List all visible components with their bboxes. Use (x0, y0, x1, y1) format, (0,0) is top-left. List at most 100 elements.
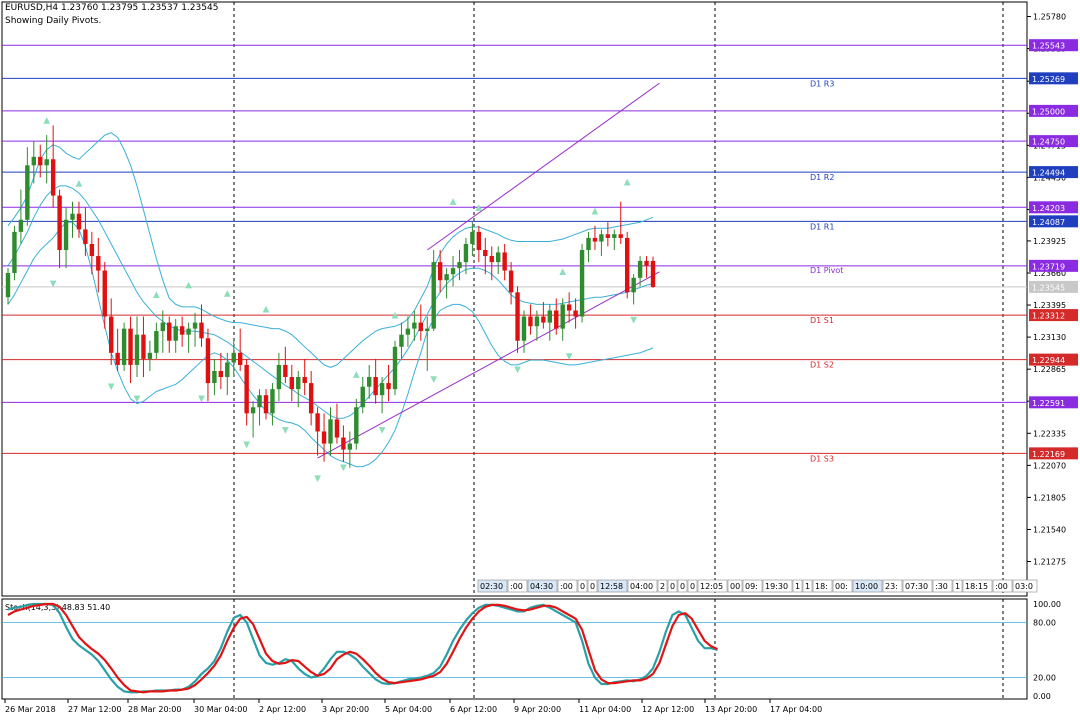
candle-body (425, 328, 430, 332)
candle-body (225, 362, 230, 378)
fractal-down-icon (430, 376, 437, 383)
candle-body (238, 352, 243, 365)
fractal-up-icon (449, 198, 457, 205)
time-scale-cell (1012, 579, 1038, 593)
time-scale-cell (802, 579, 813, 593)
fractal-down-icon (49, 280, 57, 288)
time-scale-label: 10:00 (855, 582, 878, 591)
time-scale-cell (882, 579, 903, 593)
pivot-level-label: D1 S1 (810, 316, 834, 325)
candle-body (212, 370, 217, 384)
time-scale-label: 00 (730, 582, 740, 591)
fractal-up-icon (559, 268, 566, 275)
candle-body (109, 316, 114, 353)
candle-body (367, 377, 372, 387)
fractal-up-icon (75, 180, 83, 187)
candle-body (5, 272, 11, 298)
bollinger-lower-line (7, 221, 654, 468)
time-scale-label: 0 (590, 582, 595, 591)
y-tick-label: 1.25780 (1033, 13, 1066, 22)
current-price-tag-label: 1.23545 (1032, 283, 1065, 292)
fractal-down-icon (514, 366, 521, 374)
candle-body (12, 231, 17, 273)
time-scale-label: :00 (560, 582, 573, 591)
candle-body (250, 407, 256, 414)
y-tick-label: 1.23130 (1033, 333, 1066, 342)
candle-body (270, 389, 275, 414)
time-scale-label: 00: (835, 582, 848, 591)
candle-body (341, 437, 346, 450)
fractal-up-icon (391, 311, 399, 319)
candle-body (579, 250, 585, 317)
y-tick-label: 1.23925 (1033, 237, 1066, 246)
time-scale-cell (677, 579, 688, 593)
fractal-down-icon (198, 395, 205, 403)
price-tag (1029, 39, 1078, 52)
time-scale-label: 07:30 (905, 582, 928, 591)
stoch-tick-label: 100.00 (1033, 600, 1061, 609)
price-tag (1029, 259, 1078, 272)
candle-body (521, 316, 527, 341)
main-plot-frame (1, 1, 1028, 597)
fractal-up-icon (262, 305, 270, 313)
candle-body (50, 159, 56, 196)
fractal-down-icon (314, 475, 321, 482)
pivot-level-label: D1 R3 (810, 79, 834, 88)
candle-body (289, 377, 294, 390)
price-tag-label: 1.22169 (1032, 450, 1065, 459)
time-scale-label: 0 (690, 582, 695, 591)
candle-body (373, 377, 378, 396)
candle-body (296, 377, 301, 390)
time-scale-cell (477, 579, 508, 593)
time-scale-label: 09: (745, 582, 758, 591)
pivot-level-label: D1 R2 (810, 173, 834, 182)
time-scale-cell (627, 579, 658, 593)
price-tag (1029, 201, 1078, 214)
candle-body (315, 413, 320, 432)
y-tick-label: 1.22335 (1033, 429, 1066, 438)
candle-body (218, 370, 224, 378)
candle-body (476, 231, 482, 251)
candle-body (612, 234, 617, 238)
candle-body (57, 195, 62, 251)
time-scale-cell (687, 579, 698, 593)
pivot-level-label: D1 Pivot (810, 266, 843, 275)
current-price-tag (1029, 280, 1078, 293)
stoch-title: Stoch(14,3,3) 48.83 51.40 (5, 603, 110, 612)
bollinger-upper-line (7, 132, 654, 368)
fractal-down-icon (243, 441, 250, 449)
candle-body (205, 338, 211, 384)
time-scale-cell (587, 579, 598, 593)
candle-body (128, 328, 133, 365)
x-tick-label: 13 Apr 20:00 (705, 705, 757, 714)
candle-body (560, 304, 565, 329)
y-tick-label: 1.22070 (1033, 461, 1066, 470)
time-scale-cell (557, 579, 578, 593)
candle-body (147, 352, 153, 359)
time-scale-cell (742, 579, 763, 593)
candle-body (263, 395, 269, 414)
candle-body (25, 165, 30, 220)
y-tick-label: 1.21275 (1033, 558, 1066, 567)
y-tick-label: 1.21540 (1033, 525, 1066, 534)
chart-subtitle: Showing Daily Pivots. (5, 16, 102, 26)
candle-body (412, 322, 417, 329)
candle-body (496, 252, 501, 263)
time-scale-label: 04:30 (530, 582, 553, 591)
time-scale-cell (902, 579, 933, 593)
candle-body (257, 395, 262, 408)
time-scale-label: 18:15 (965, 582, 988, 591)
candle-body (508, 270, 514, 293)
price-tag (1029, 104, 1078, 117)
candle-body (457, 262, 462, 269)
candle-body (573, 310, 578, 317)
candle-body (102, 270, 107, 317)
x-tick-label: 9 Apr 20:00 (514, 705, 561, 714)
candle-body (70, 213, 75, 220)
candle-body (96, 256, 101, 271)
x-tick-label: 11 Apr 04:00 (579, 705, 631, 714)
x-tick-label: 3 Apr 20:00 (322, 705, 369, 714)
time-scale-label: 03:0 (1015, 582, 1033, 591)
